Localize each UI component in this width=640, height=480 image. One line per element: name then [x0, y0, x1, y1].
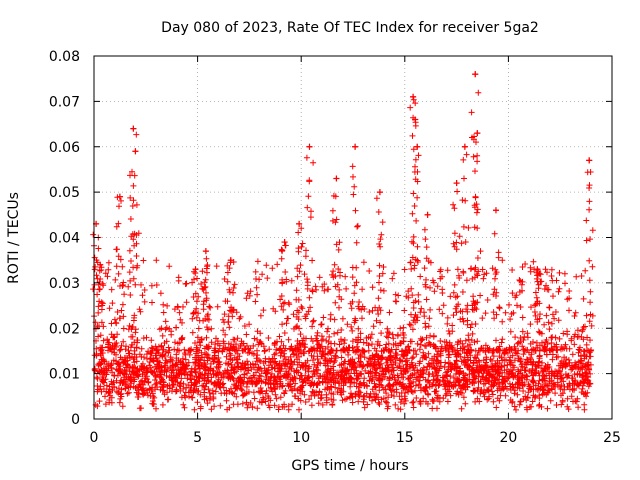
- data-point-peak: [586, 157, 593, 164]
- data-point-peak: [97, 261, 104, 268]
- y-tick-label: 0.08: [49, 49, 80, 65]
- y-tick-label: 0.03: [49, 276, 80, 292]
- x-tick-label: 0: [90, 430, 99, 446]
- y-tick-label: 0.05: [49, 185, 80, 201]
- data-point-peak: [376, 189, 383, 196]
- data-point-peak: [410, 93, 417, 100]
- data-point-peak: [227, 257, 234, 264]
- data-point-peak: [281, 239, 288, 246]
- data-point-peak: [412, 116, 419, 123]
- data-point-peak: [192, 266, 199, 273]
- y-axis-label: ROTI / TECUs: [6, 192, 22, 284]
- x-tick-label: 25: [603, 430, 621, 446]
- grid-lines: [94, 56, 612, 419]
- data-point-peak: [414, 143, 421, 150]
- chart-title: Day 080 of 2023, Rate Of TEC Index for r…: [161, 20, 539, 36]
- data-point-peak: [202, 248, 209, 255]
- x-tick-label: 10: [292, 430, 310, 446]
- x-tick-label: 5: [193, 430, 202, 446]
- x-tick-label: 15: [396, 430, 414, 446]
- y-tick-label: 0.06: [49, 140, 80, 156]
- data-point-peak: [474, 130, 481, 137]
- data-point-peak: [453, 180, 460, 187]
- data-points: [90, 71, 596, 413]
- y-tick-labels: 0 0.01 0.02 0.03 0.04 0.05 0.06 0.07 0.08: [49, 49, 80, 428]
- data-point-peak: [296, 220, 303, 227]
- data-point-peak: [306, 143, 313, 150]
- y-tick-label: 0.07: [49, 94, 80, 110]
- data-point-peak: [130, 125, 137, 132]
- x-tick-labels: 0 5 10 15 20 25: [90, 430, 621, 446]
- data-point-peak: [352, 143, 359, 150]
- data-point-peak: [492, 207, 499, 214]
- y-tick-label: 0.04: [49, 231, 80, 247]
- x-tick-label: 20: [499, 430, 517, 446]
- data-point-peak: [534, 266, 541, 273]
- y-tick-label: 0.02: [49, 321, 80, 337]
- roti-scatter-cloud: [90, 71, 596, 413]
- y-tick-label: 0: [71, 412, 80, 428]
- axis-ticks: [93, 55, 613, 420]
- data-point-peak: [461, 143, 468, 150]
- data-point-peak: [132, 148, 139, 155]
- x-axis-label: GPS time / hours: [291, 458, 408, 474]
- data-point-peak: [116, 193, 123, 200]
- y-tick-label: 0.01: [49, 367, 80, 383]
- data-point-peak: [333, 175, 340, 182]
- data-point-peak: [472, 71, 479, 78]
- data-point-peak: [424, 211, 431, 218]
